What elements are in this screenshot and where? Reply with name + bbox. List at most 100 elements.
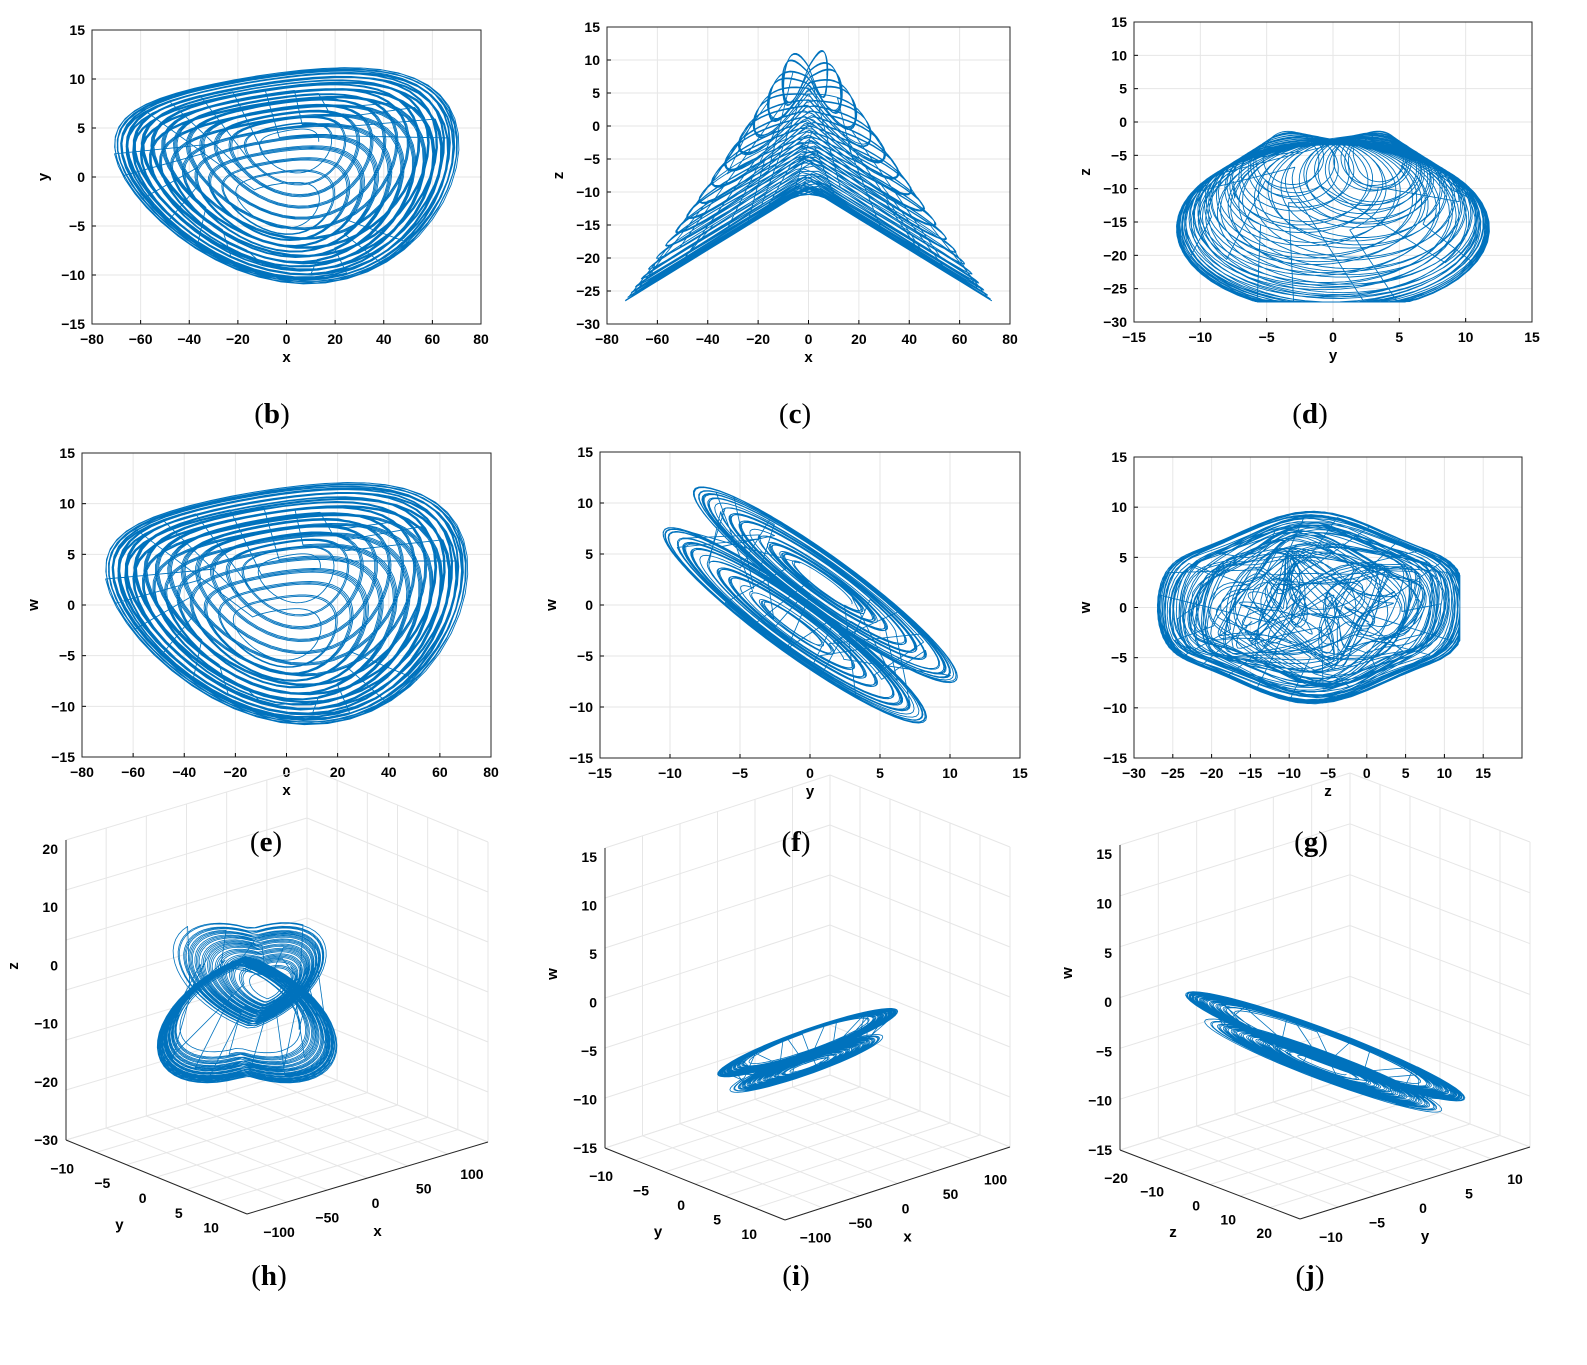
x-tick-label: −60 bbox=[121, 764, 145, 780]
wall-grid-line bbox=[604, 774, 831, 849]
x-tick-label: 50 bbox=[943, 1186, 959, 1202]
series-trajectory bbox=[156, 922, 338, 1084]
x-tick-label: −20 bbox=[746, 331, 770, 347]
x-tick-label: −80 bbox=[70, 764, 94, 780]
wall-grid-line bbox=[829, 774, 1011, 848]
x-tick-label: −20 bbox=[224, 764, 248, 780]
wall-grid-line bbox=[65, 817, 308, 891]
x-axis-label: z bbox=[1324, 783, 1332, 800]
y-tick-label: −10 bbox=[1103, 181, 1127, 197]
y-axis-label: y bbox=[115, 1216, 124, 1233]
x-tick-label: 5 bbox=[1402, 765, 1410, 781]
y-tick-label: −10 bbox=[589, 1168, 613, 1184]
x-tick-label: 80 bbox=[1002, 331, 1018, 347]
wall-grid-line bbox=[1119, 823, 1351, 897]
z-axis-label: w bbox=[544, 968, 561, 981]
y-tick-label: −10 bbox=[1103, 700, 1127, 716]
y-axis-label: y bbox=[35, 172, 52, 181]
z-tick-label: −10 bbox=[573, 1092, 597, 1108]
x-tick-label: −50 bbox=[315, 1209, 339, 1225]
series-trajectory bbox=[662, 486, 958, 724]
series-trajectory bbox=[624, 49, 993, 302]
x-tick-label: −10 bbox=[1188, 329, 1212, 345]
x-tick-label: 10 bbox=[1507, 1171, 1523, 1187]
x-tick-label: −40 bbox=[172, 764, 196, 780]
x-axis-label: y bbox=[1421, 1228, 1430, 1245]
y-tick-label: −10 bbox=[1140, 1184, 1164, 1200]
y-tick-label: −15 bbox=[576, 217, 600, 233]
x-tick-label: −15 bbox=[1122, 329, 1146, 345]
panel-b: −80 −60 −40 −20 0 20 40 60 80 −15 −10 −5 0 5 10 15 x y bbox=[35, 22, 489, 366]
caption-c: (c) bbox=[778, 398, 812, 430]
y-tick-label: −20 bbox=[1104, 1170, 1128, 1186]
floor-grid-line bbox=[1179, 1100, 1411, 1174]
x-tick-label: −15 bbox=[1239, 765, 1263, 781]
floor-grid-line bbox=[1209, 1112, 1441, 1185]
caption-letter: c bbox=[788, 398, 802, 430]
x-tick-label: −10 bbox=[658, 765, 682, 781]
caption-letter: j bbox=[1305, 1260, 1315, 1292]
floor-grid-line bbox=[829, 1074, 1011, 1148]
axes-box bbox=[81, 452, 492, 758]
y-tick-label: 0 bbox=[592, 118, 600, 134]
floor-grid-line bbox=[306, 1067, 489, 1143]
panel-j: −10 −5 0 5 10 −20 −10 0 10 20 −15 −10 −5 0 5 10 15 y z w bbox=[1059, 772, 1531, 1245]
x-tick-label: 80 bbox=[483, 764, 499, 780]
x-tick-label: 60 bbox=[952, 331, 968, 347]
floor-grid-line bbox=[754, 1098, 936, 1172]
series-trajectory bbox=[717, 1008, 899, 1093]
floor-grid-line bbox=[664, 1098, 891, 1173]
wall-grid-line bbox=[65, 767, 308, 841]
x-tick-label: −10 bbox=[1319, 1229, 1343, 1245]
x-tick-label: 40 bbox=[376, 331, 392, 347]
x-tick-label: −100 bbox=[800, 1230, 832, 1246]
y-axis-label: z bbox=[1077, 168, 1094, 176]
z-tick-label: 20 bbox=[42, 841, 58, 857]
y-tick-label: 5 bbox=[67, 546, 75, 562]
x-axis-line bbox=[1299, 1146, 1531, 1220]
caption-letter: d bbox=[1301, 398, 1319, 430]
z-axis-label: z bbox=[5, 962, 22, 970]
wall-grid-line bbox=[829, 824, 1011, 898]
y-tick-label: −30 bbox=[576, 316, 600, 332]
x-tick-label: −25 bbox=[1161, 765, 1185, 781]
y-tick-label: 10 bbox=[577, 495, 593, 511]
z-tick-label: −5 bbox=[1096, 1043, 1112, 1059]
x-tick-label: −5 bbox=[732, 765, 748, 781]
floor-grid-line bbox=[126, 1092, 368, 1166]
floor-grid-line bbox=[1273, 1101, 1454, 1172]
z-tick-label: −15 bbox=[1088, 1142, 1112, 1158]
x-tick-label: −50 bbox=[849, 1215, 873, 1231]
wall-grid-line bbox=[1119, 772, 1351, 846]
floor-grid-line bbox=[226, 1091, 408, 1167]
y-axis-line bbox=[1119, 1149, 1301, 1220]
caption-g: (g) bbox=[1294, 826, 1328, 858]
x-tick-label: −10 bbox=[1277, 765, 1301, 781]
x-tick-label: 40 bbox=[381, 764, 397, 780]
x-tick-label: 0 bbox=[283, 764, 291, 780]
y-tick-label: 5 bbox=[713, 1211, 721, 1227]
x-tick-label: −40 bbox=[177, 331, 201, 347]
z-tick-label: 5 bbox=[1104, 945, 1112, 961]
y-tick-label: 10 bbox=[203, 1220, 219, 1236]
x-axis-label: y bbox=[1329, 347, 1338, 364]
y-tick-label: 0 bbox=[1192, 1198, 1200, 1214]
panel-d: −15 −10 −5 0 5 10 15 −30 −25 −20 −15 −10 −5 0 5 10 15 y z bbox=[1077, 14, 1540, 364]
z-tick-label: 10 bbox=[581, 898, 597, 914]
y-tick-label: −30 bbox=[1103, 314, 1127, 330]
floor-grid-line bbox=[96, 1079, 338, 1153]
x-tick-label: 10 bbox=[1437, 765, 1453, 781]
axes-box bbox=[1133, 456, 1523, 759]
x-tick-label: −5 bbox=[1369, 1214, 1385, 1230]
x-tick-label: −20 bbox=[226, 331, 250, 347]
panel-f: −15 −10 −5 0 5 10 15 −15 −10 −5 0 5 10 15 y w bbox=[543, 444, 1028, 800]
y-tick-label: 10 bbox=[1220, 1211, 1236, 1227]
z-axis-label: w bbox=[1059, 967, 1076, 980]
x-tick-label: 40 bbox=[901, 331, 917, 347]
y-tick-label: 15 bbox=[1111, 449, 1127, 465]
wall-grid-line bbox=[1349, 823, 1531, 894]
y-tick-label: −25 bbox=[576, 283, 600, 299]
